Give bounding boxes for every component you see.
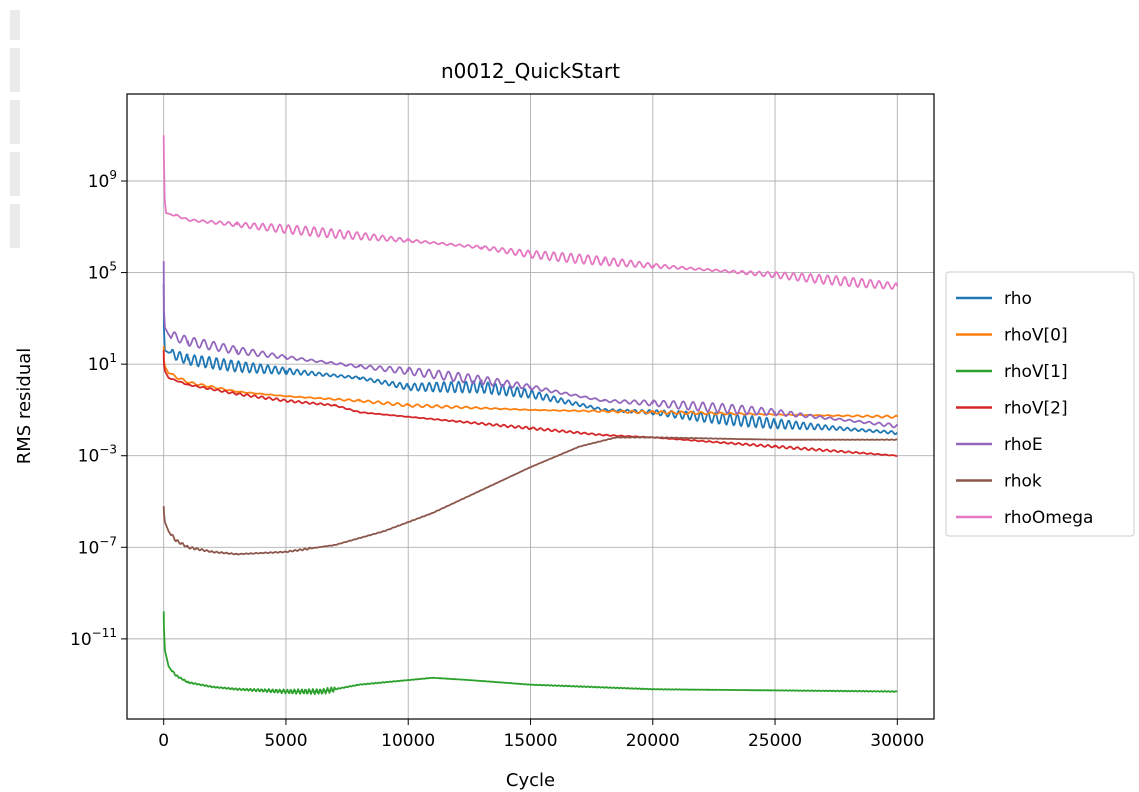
y-tick-base: 10: [70, 630, 92, 650]
y-tick-power: −11: [92, 626, 117, 640]
legend: rho rhoV[0] rhoV[1] rhoV[2] rhoE rhok rhoOmega: [945, 271, 1135, 537]
y-tick-label: 109: [88, 168, 117, 192]
sidebar-strip-1: [10, 10, 20, 40]
legend-label: rho: [1004, 289, 1032, 309]
sidebar-strip-5: [10, 204, 20, 248]
x-tick-label: 25000: [748, 731, 802, 751]
series-line-rhok: [162, 436, 898, 556]
x-tick-label: 20000: [626, 731, 680, 751]
y-tick-base: 10: [88, 264, 110, 284]
y-tick-power: −7: [99, 534, 117, 548]
chart-title: n0012_QuickStart: [441, 59, 620, 83]
y-tick-base: 10: [78, 447, 100, 467]
x-tick-label: 15000: [503, 731, 557, 751]
series-line-rhoV[1]: [162, 611, 898, 695]
x-tick-label: 30000: [870, 731, 924, 751]
y-tick-label: 101: [88, 351, 117, 375]
x-axis-label: Cycle: [506, 770, 555, 791]
y-tick-power: 9: [109, 168, 117, 182]
x-axis-ticks: 0 5000 10000 15000 20000 25000 30000: [158, 719, 924, 751]
x-tick-label: 10000: [381, 731, 435, 751]
x-tick-label: 0: [158, 731, 169, 751]
y-tick-label: 10−7: [78, 534, 117, 558]
series-line-rhoV[2]: [162, 350, 898, 457]
y-tick-label: 10−3: [78, 443, 117, 467]
y-tick-label: 10−11: [70, 626, 117, 650]
y-tick-label: 105: [88, 260, 117, 284]
legend-label: rhoE: [1004, 435, 1043, 455]
y-tick-base: 10: [88, 355, 110, 375]
x-tick-label: 5000: [264, 731, 307, 751]
legend-label: rhok: [1004, 472, 1042, 492]
plot-lines: [162, 135, 899, 695]
series-line-rho: [162, 283, 898, 436]
y-tick-power: 5: [109, 260, 117, 274]
legend-label: rhoOmega: [1004, 508, 1093, 528]
legend-label: rhoV[2]: [1004, 399, 1068, 419]
legend-box: [945, 271, 1135, 537]
y-tick-base: 10: [88, 172, 110, 192]
sidebar-strip-2: [10, 48, 20, 92]
sidebar-strip-4: [10, 152, 20, 196]
sidebar-strip-3: [10, 100, 20, 144]
legend-label: rhoV[0]: [1004, 326, 1068, 346]
y-tick-power: −3: [99, 443, 117, 457]
legend-label: rhoV[1]: [1004, 362, 1068, 382]
y-axis-label: RMS residual: [14, 348, 35, 465]
grid: [127, 94, 934, 719]
y-tick-power: 1: [109, 351, 117, 365]
y-tick-base: 10: [78, 538, 100, 558]
series-line-rhoE: [162, 261, 899, 429]
series-line-rhoOmega: [162, 135, 899, 290]
